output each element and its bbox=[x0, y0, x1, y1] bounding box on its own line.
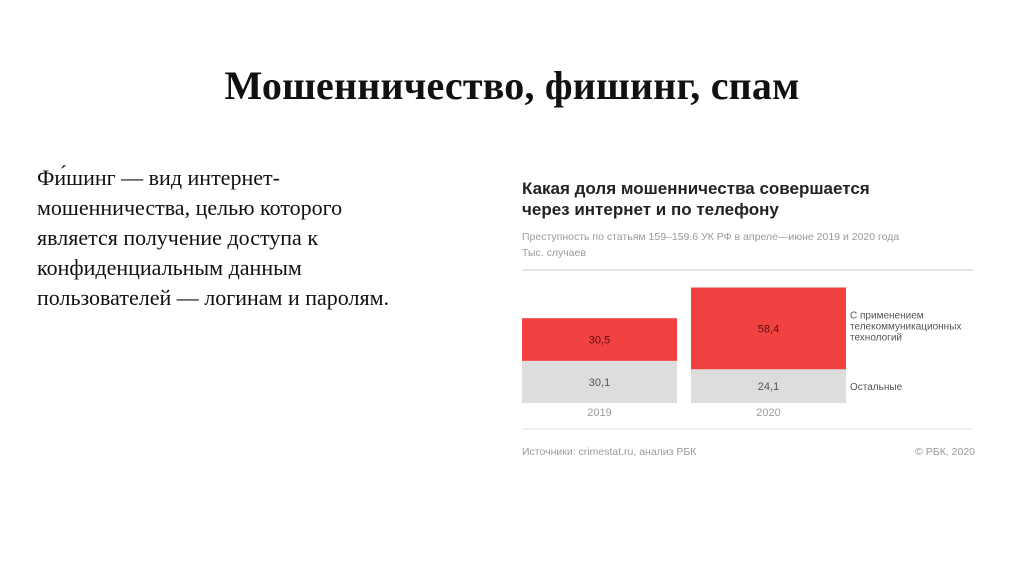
bar-value-label: 24,1 bbox=[758, 381, 779, 393]
bar-segment-2020-other bbox=[691, 369, 846, 403]
bar-segment-2019-other bbox=[522, 360, 677, 403]
body-text: Фи́шинг — вид интернет- мошенничества, ц… bbox=[37, 165, 390, 310]
x-tick-label: 2019 bbox=[587, 407, 611, 419]
stacked-bar-chart: 30,1 30,5 2019 24,1 58,4 2020 Остальные С приме… bbox=[522, 269, 973, 430]
bar-segment-2019-telecom bbox=[522, 318, 677, 361]
legend-label: технологий bbox=[850, 333, 902, 344]
chart-source: Источники: crimestat.ru, анализ РБК bbox=[522, 446, 697, 458]
x-tick-label: 2020 bbox=[756, 407, 780, 419]
chart-copyright: © РБК, 2020 bbox=[915, 446, 975, 458]
bar-value-label: 58,4 bbox=[758, 323, 779, 335]
bar-value-label: 30,5 bbox=[589, 335, 610, 347]
chart-title: Какая доля мошенничества совершается чер… bbox=[522, 179, 870, 219]
legend-label: телекоммуникационных bbox=[850, 322, 961, 333]
legend-label: С применением bbox=[850, 311, 924, 322]
chart-subtitle: Преступность по статьям 159–159.6 УК РФ … bbox=[522, 231, 900, 259]
bar-segment-2020-telecom bbox=[691, 287, 846, 370]
bar-value-label: 30,1 bbox=[589, 377, 610, 389]
legend-label: Остальные bbox=[850, 382, 903, 393]
slide-title: Мошенничество, фишинг, спам bbox=[224, 63, 800, 108]
chart-panel: 30,1 30,5 2019 24,1 58,4 2020 Остальные С приме… bbox=[500, 160, 985, 480]
